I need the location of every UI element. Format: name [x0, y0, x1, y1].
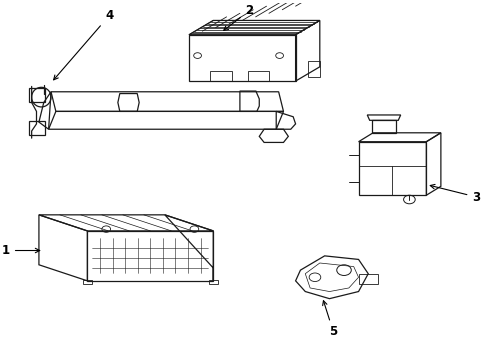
Text: 3: 3 [430, 184, 481, 203]
Text: 1: 1 [2, 244, 40, 257]
Text: 2: 2 [224, 4, 254, 31]
Text: 4: 4 [54, 9, 113, 80]
Text: 5: 5 [323, 301, 338, 338]
